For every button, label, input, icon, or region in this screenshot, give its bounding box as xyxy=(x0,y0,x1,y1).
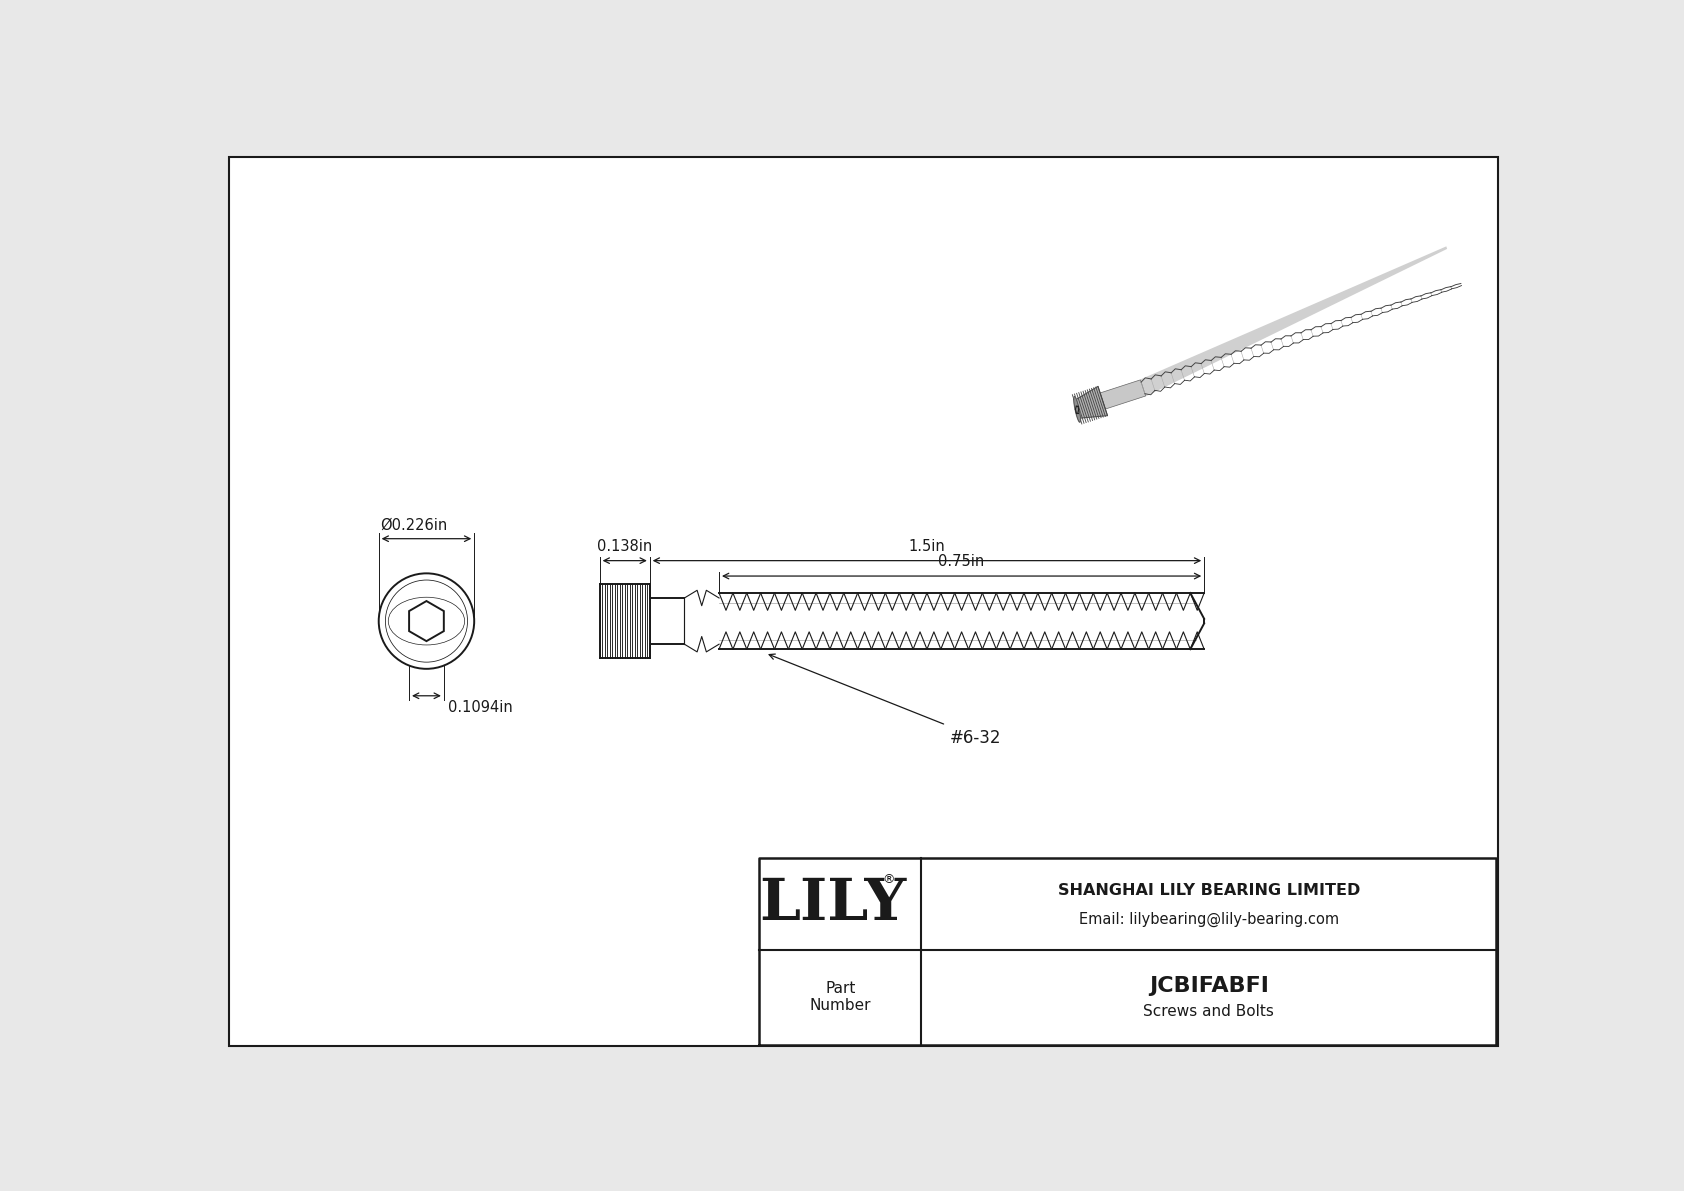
Text: JCBIFABFI: JCBIFABFI xyxy=(1148,975,1268,996)
Circle shape xyxy=(379,573,475,669)
Text: Screws and Bolts: Screws and Bolts xyxy=(1143,1004,1275,1018)
Text: SHANGHAI LILY BEARING LIMITED: SHANGHAI LILY BEARING LIMITED xyxy=(1058,883,1361,898)
Polygon shape xyxy=(1140,247,1447,397)
Text: #6-32: #6-32 xyxy=(950,729,1002,747)
Bar xyxy=(759,859,1495,1045)
Text: 0.75in: 0.75in xyxy=(938,554,985,569)
Text: Part
Number: Part Number xyxy=(810,981,871,1014)
Bar xyxy=(600,584,650,659)
Text: 0.1094in: 0.1094in xyxy=(448,699,512,715)
Text: Email: lilybearing@lily-bearing.com: Email: lilybearing@lily-bearing.com xyxy=(1079,912,1339,927)
Polygon shape xyxy=(1100,380,1145,409)
Polygon shape xyxy=(409,601,445,641)
Polygon shape xyxy=(1074,397,1081,422)
Text: 1.5in: 1.5in xyxy=(909,538,945,554)
Text: LILY: LILY xyxy=(759,877,906,933)
Polygon shape xyxy=(1074,386,1108,418)
Bar xyxy=(650,598,684,644)
Bar xyxy=(719,593,1204,649)
Text: Ø0.226in: Ø0.226in xyxy=(381,518,448,532)
Text: ®: ® xyxy=(882,873,894,886)
Text: 0.138in: 0.138in xyxy=(598,538,652,554)
